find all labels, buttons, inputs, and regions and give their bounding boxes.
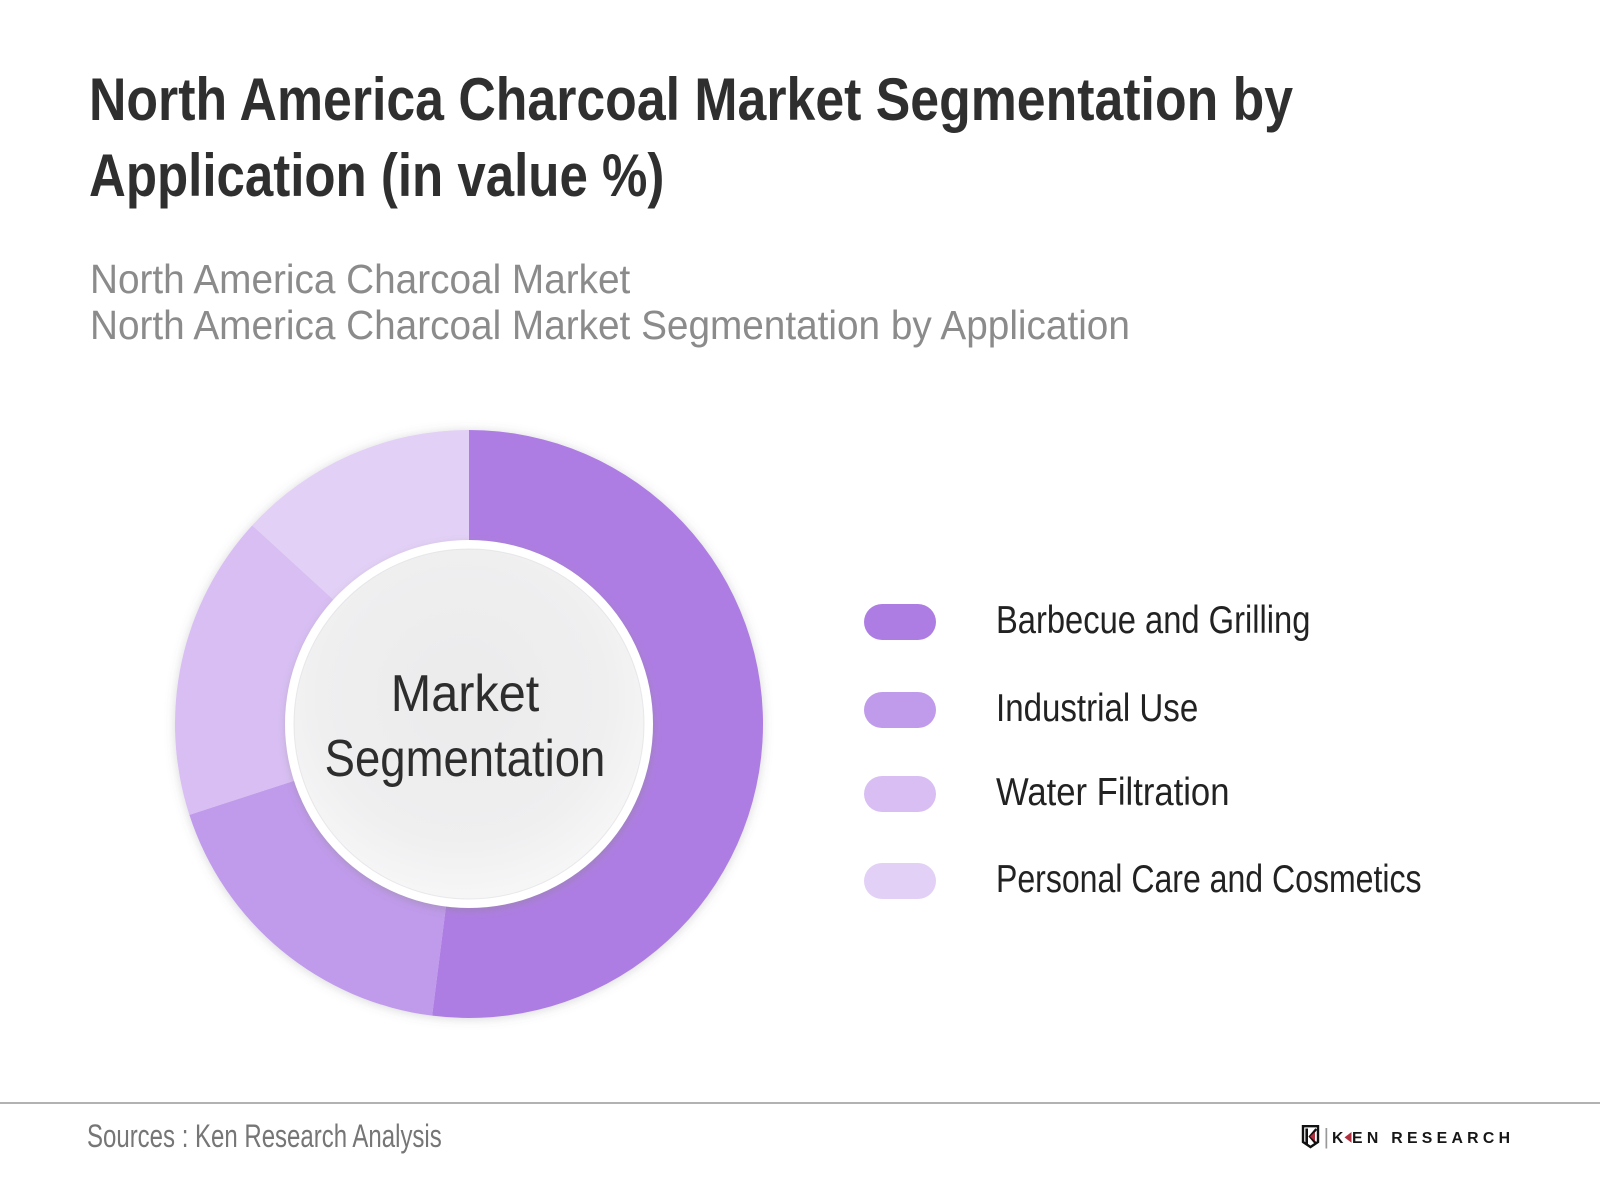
- svg-text:EN RESEARCH: EN RESEARCH: [1352, 1130, 1514, 1147]
- svg-text:K: K: [1332, 1130, 1344, 1147]
